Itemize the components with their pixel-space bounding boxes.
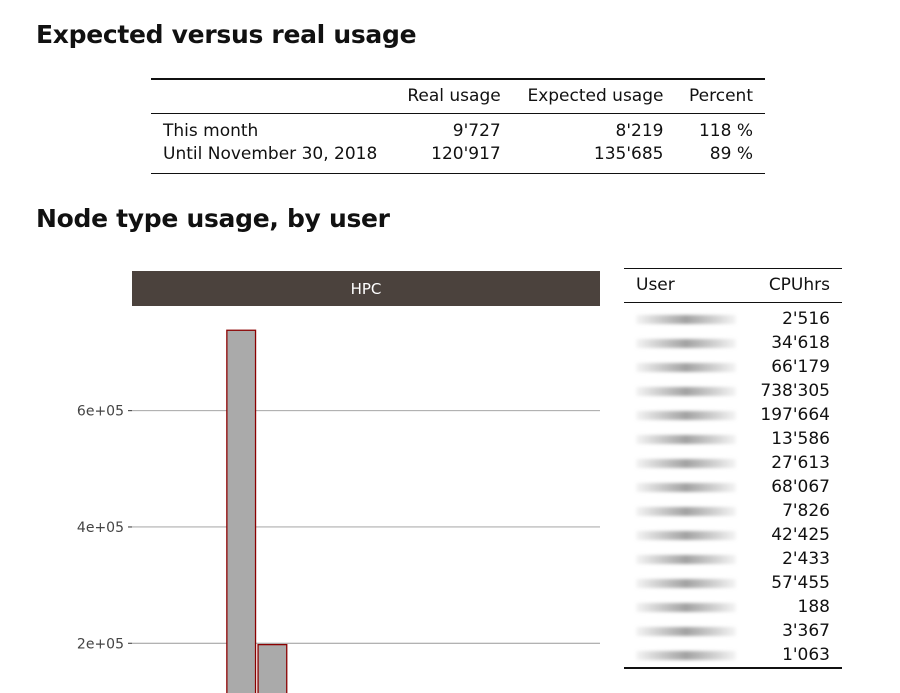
user-name-cell <box>624 619 748 643</box>
redacted-username <box>636 338 736 348</box>
y-tick-label: 6e+05 <box>77 404 124 420</box>
cpuhrs-cell: 197'664 <box>760 405 830 425</box>
redacted-username <box>636 314 736 324</box>
table-row: 2'433 <box>624 547 842 571</box>
facet-strip-label: HPC <box>351 280 382 298</box>
table-row: 57'455 <box>624 571 842 595</box>
table-row: 34'618 <box>624 331 842 355</box>
table-row: 27'613 <box>624 451 842 475</box>
usage-header-expected: Expected usage <box>527 86 664 106</box>
user-header: User <box>636 275 675 295</box>
user-name-cell <box>624 643 748 668</box>
cpuhrs-cell: 188 <box>797 597 830 617</box>
user-name-cell <box>624 595 748 619</box>
bar <box>257 643 288 693</box>
table-row: 42'425 <box>624 523 842 547</box>
bar <box>226 329 257 693</box>
table-row: 188 <box>624 595 842 619</box>
usage-header-percent: Percent <box>689 86 753 106</box>
user-table: User CPUhrs 2'516 34'618 66'179 738'305 197'… <box>624 268 842 669</box>
table-row: 66'179 <box>624 355 842 379</box>
redacted-username <box>636 626 736 636</box>
grid-lines <box>132 410 600 644</box>
table-row: Until November 30, 2018 120'917 135'685 … <box>151 143 765 174</box>
user-name-cell <box>624 475 748 499</box>
user-name-cell <box>624 403 748 427</box>
redacted-username <box>636 578 736 588</box>
cpuhrs-header: CPUhrs <box>768 275 830 295</box>
table-row: 197'664 <box>624 403 842 427</box>
usage-row-expected: 135'685 <box>593 144 664 164</box>
usage-header-real: Real usage <box>407 86 501 106</box>
redacted-username <box>636 554 736 564</box>
table-row: 1'063 <box>624 643 842 668</box>
cpuhrs-cell: 7'826 <box>782 501 830 521</box>
user-name-cell <box>624 303 748 332</box>
usage-row-label: Until November 30, 2018 <box>163 144 378 164</box>
usage-row-real: 9'727 <box>452 121 501 141</box>
cpuhrs-cell: 2'433 <box>782 549 830 569</box>
usage-table-header-row: Real usage Expected usage Percent <box>151 79 765 114</box>
cpuhrs-cell: 42'425 <box>771 525 830 545</box>
table-row: 2'516 <box>624 303 842 332</box>
user-name-cell <box>624 427 748 451</box>
cpuhrs-cell: 13'586 <box>771 429 830 449</box>
table-row: 3'367 <box>624 619 842 643</box>
cpuhrs-cell: 66'179 <box>771 357 830 377</box>
cpuhrs-cell: 34'618 <box>771 333 830 353</box>
usage-header-label <box>151 79 393 114</box>
usage-table: Real usage Expected usage Percent This m… <box>151 78 765 174</box>
user-name-cell <box>624 379 748 403</box>
cpuhrs-cell: 3'367 <box>782 621 830 641</box>
y-tick-label: 2e+05 <box>77 636 124 652</box>
redacted-username <box>636 602 736 612</box>
bars <box>226 329 288 693</box>
usage-row-expected: 8'219 <box>615 121 664 141</box>
cpuhrs-cell: 738'305 <box>760 381 830 401</box>
user-name-cell <box>624 331 748 355</box>
usage-row-label: This month <box>163 121 259 141</box>
user-name-cell <box>624 451 748 475</box>
redacted-username <box>636 530 736 540</box>
redacted-username <box>636 458 736 468</box>
cpuhrs-cell: 68'067 <box>771 477 830 497</box>
redacted-username <box>636 482 736 492</box>
facet-strip <box>132 271 600 306</box>
table-row: 68'067 <box>624 475 842 499</box>
redacted-username <box>636 650 736 660</box>
redacted-username <box>636 434 736 444</box>
section-title-expected-vs-real: Expected versus real usage <box>36 20 417 49</box>
table-row: 738'305 <box>624 379 842 403</box>
redacted-username <box>636 410 736 420</box>
cpuhrs-cell: 27'613 <box>771 453 830 473</box>
table-row: This month 9'727 8'219 118 % <box>151 114 765 144</box>
table-row: 7'826 <box>624 499 842 523</box>
user-name-cell <box>624 547 748 571</box>
redacted-username <box>636 362 736 372</box>
usage-row-real: 120'917 <box>431 144 501 164</box>
table-row: 13'586 <box>624 427 842 451</box>
section-title-node-usage: Node type usage, by user <box>36 204 390 233</box>
user-name-cell <box>624 571 748 595</box>
user-name-cell <box>624 499 748 523</box>
user-name-cell <box>624 523 748 547</box>
cpuhrs-cell: 57'455 <box>771 573 830 593</box>
usage-row-percent: 118 % <box>698 121 753 141</box>
usage-row-percent: 89 % <box>709 144 753 164</box>
redacted-username <box>636 386 736 396</box>
y-tick-label: 4e+05 <box>77 520 124 536</box>
user-table-header-row: User CPUhrs <box>624 268 842 303</box>
cpuhrs-cell: 2'516 <box>782 309 830 329</box>
redacted-username <box>636 506 736 516</box>
user-name-cell <box>624 355 748 379</box>
cpuhrs-cell: 1'063 <box>782 645 830 665</box>
